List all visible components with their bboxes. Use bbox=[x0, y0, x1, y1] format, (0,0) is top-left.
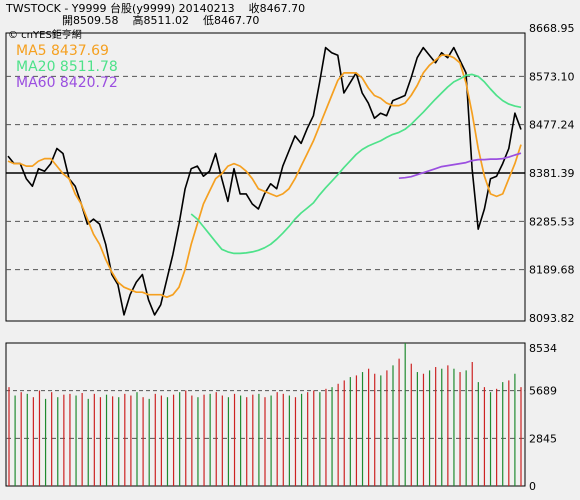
price-tick-label: 8477.24 bbox=[529, 119, 575, 132]
volume-tick-label: 2845 bbox=[529, 432, 557, 445]
quote-header-line-2: 開8509.58 高8511.02 低8467.70 bbox=[62, 14, 260, 27]
price-tick-label: 8285.53 bbox=[529, 215, 575, 228]
price-gridlines bbox=[6, 75, 525, 271]
ma5-line bbox=[7, 54, 522, 299]
price-panel-border bbox=[5, 32, 526, 322]
price-chart-panel bbox=[5, 32, 526, 322]
price-tick-label: 8668.95 bbox=[529, 22, 575, 35]
legend-ma5: MA5 8437.69 bbox=[16, 43, 109, 59]
price-tick-label: 8189.68 bbox=[529, 264, 575, 277]
price-series-group bbox=[7, 46, 522, 316]
legend-ma20: MA20 8511.78 bbox=[16, 59, 118, 75]
price-axis: 8668.95 8573.10 8477.24 8381.39 8285.53 8189.… bbox=[529, 22, 575, 325]
volume-gridlines bbox=[6, 390, 525, 439]
ma60-line bbox=[398, 152, 522, 180]
volume-tick-label: 8534 bbox=[529, 342, 557, 355]
volume-bars bbox=[8, 343, 522, 486]
watermark: © cnYES鉅亨網 bbox=[8, 30, 82, 41]
price-tick-label: 8573.10 bbox=[529, 70, 575, 83]
price-tick-label: 8093.82 bbox=[529, 312, 575, 325]
volume-tick-label: 5689 bbox=[529, 385, 557, 398]
volume-axis: 8534 5689 2845 0 bbox=[529, 342, 557, 493]
legend-ma60: MA60 8420.72 bbox=[16, 75, 118, 91]
volume-tick-label: 0 bbox=[529, 480, 536, 493]
price-tick-label: 8381.39 bbox=[529, 167, 575, 180]
price-line bbox=[7, 46, 522, 316]
quote-header-line-1: TWSTOCK - Y9999 台股(y9999) 20140213 收8467… bbox=[6, 2, 306, 15]
ma20-line bbox=[190, 73, 522, 255]
